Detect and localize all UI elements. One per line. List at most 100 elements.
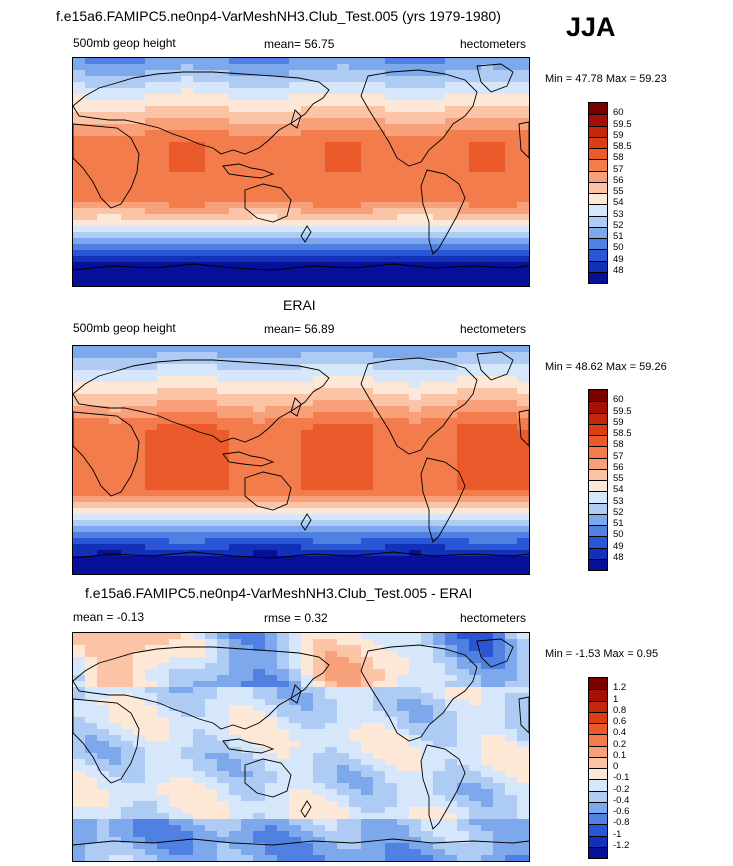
colorbar-label: 55 (613, 186, 624, 197)
coastline (290, 397, 302, 417)
contour-cell (85, 556, 98, 563)
contour-cell (505, 190, 518, 197)
contour-cell (85, 741, 98, 748)
contour-cell (385, 106, 398, 113)
contour-cell (265, 244, 278, 251)
contour-cell (73, 148, 86, 155)
colorbar-swatch (589, 779, 607, 791)
contour-cell (193, 753, 206, 760)
contour-cell (229, 472, 242, 479)
contour-cell (457, 568, 470, 574)
contour-cell (169, 687, 182, 694)
contour-cell (433, 693, 446, 700)
contour-cell (145, 70, 158, 77)
contour-cell (301, 813, 314, 820)
contour-cell (421, 568, 434, 574)
contour-cell (121, 568, 134, 574)
contour-cell (265, 849, 278, 856)
contour-cell (181, 88, 194, 95)
contour-cell (205, 633, 218, 640)
contour-cell (205, 202, 218, 209)
contour-cell (433, 406, 446, 413)
contour-cell (133, 825, 146, 832)
contour-cell (301, 855, 314, 861)
contour-cell (325, 556, 338, 563)
contour-cell (97, 256, 110, 263)
contour-cell (433, 58, 446, 65)
contour-cell (445, 496, 458, 503)
contour-cell (481, 765, 494, 772)
contour-cell (73, 717, 86, 724)
colorbar-label: 0.6 (613, 716, 627, 727)
colorbar-swatch (589, 181, 607, 193)
contour-cell (433, 544, 446, 551)
contour-cell (109, 382, 122, 389)
contour-cell (109, 472, 122, 479)
contour-cell (421, 729, 434, 736)
contour-cell (325, 568, 338, 574)
contour-cell (133, 178, 146, 185)
contour-cell (301, 663, 314, 670)
contour-cell (205, 226, 218, 233)
contour-cell (169, 759, 182, 766)
contour-cell (469, 502, 482, 509)
contour-cell (277, 136, 290, 143)
contour-cell (505, 663, 518, 670)
contour-cell (193, 256, 206, 263)
contour-cell (505, 376, 518, 383)
contour-cell (337, 76, 350, 83)
contour-cell (337, 735, 350, 742)
contour-cell (145, 651, 158, 658)
contour-cell (169, 424, 182, 431)
contour-cell (457, 382, 470, 389)
contour-cell (313, 70, 326, 77)
contour-cell (481, 388, 494, 395)
contour-cell (277, 801, 290, 808)
contour-cell (517, 711, 529, 718)
contour-cell (349, 100, 362, 107)
contour-cell (193, 633, 206, 640)
contour-cell (121, 370, 134, 377)
contour-cell (229, 166, 242, 173)
contour-cell (133, 735, 146, 742)
contour-cell (241, 352, 254, 359)
contour-cell (505, 268, 518, 275)
contour-cell (109, 64, 122, 71)
contour-cell (445, 94, 458, 101)
contour-cell (145, 520, 158, 527)
contour-cell (493, 256, 506, 263)
contour-cell (469, 88, 482, 95)
contour-cell (241, 76, 254, 83)
contour-cell (97, 100, 110, 107)
contour-cell (181, 759, 194, 766)
contour-cell (433, 262, 446, 269)
contour-cell (145, 412, 158, 419)
contour-cell (229, 154, 242, 161)
contour-cell (109, 747, 122, 754)
contour-cell (193, 160, 206, 167)
contour-cell (301, 268, 314, 275)
contour-cell (241, 550, 254, 557)
contour-cell (301, 472, 314, 479)
contour-cell (457, 831, 470, 838)
contour-cell (517, 64, 529, 71)
contour-cell (385, 226, 398, 233)
contour-cell (289, 801, 302, 808)
contour-cell (349, 783, 362, 790)
contour-cell (265, 64, 278, 71)
contour-cell (157, 729, 170, 736)
contour-cell (337, 112, 350, 119)
contour-cell (337, 352, 350, 359)
contour-cell (133, 106, 146, 113)
contour-cell (265, 478, 278, 485)
contour-cell (349, 819, 362, 826)
contour-cell (217, 729, 230, 736)
contour-cell (457, 412, 470, 419)
contour-cell (373, 82, 386, 89)
contour-cell (397, 58, 410, 65)
contour-cell (217, 436, 230, 443)
contour-cell (313, 496, 326, 503)
contour-cell (277, 735, 290, 742)
contour-cell (457, 502, 470, 509)
contour-cell (385, 100, 398, 107)
